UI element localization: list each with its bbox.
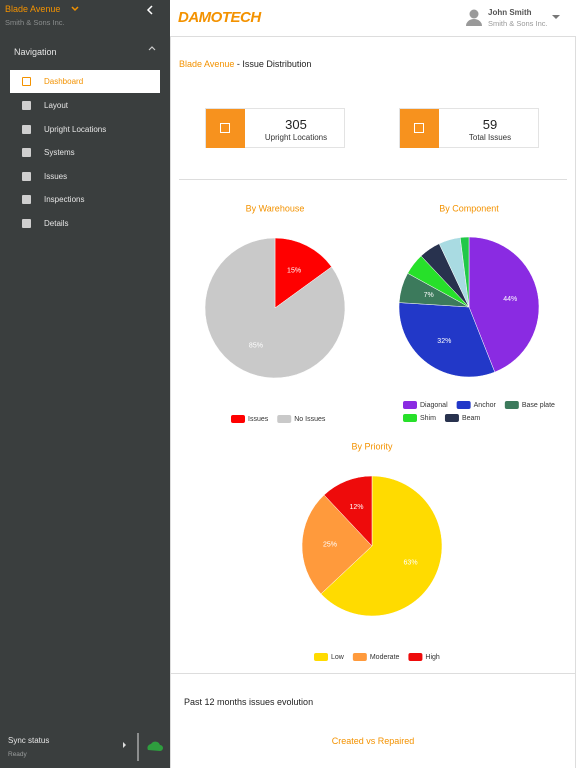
stat-label: Upright Locations bbox=[264, 133, 328, 142]
legend-swatch bbox=[231, 415, 245, 423]
legend-swatch bbox=[277, 415, 292, 423]
slice-label: 25% bbox=[323, 542, 337, 549]
logo: DAMOTECH bbox=[178, 9, 261, 26]
user-name[interactable]: John Smith bbox=[488, 8, 532, 17]
nav-collapse[interactable] bbox=[148, 45, 156, 51]
nav-label: Inspections bbox=[44, 195, 85, 204]
nav-label: Dashboard bbox=[44, 77, 84, 86]
site-dropdown-icon[interactable] bbox=[71, 5, 79, 13]
legend-label: High bbox=[425, 654, 440, 661]
page-site: Blade Avenue bbox=[179, 59, 235, 69]
stat-icon bbox=[206, 109, 245, 148]
pie-slice bbox=[468, 236, 540, 373]
collapse-button[interactable] bbox=[146, 5, 154, 15]
chart-title: By Priority bbox=[351, 441, 393, 451]
legend-label: Diagonal bbox=[420, 402, 448, 409]
header: DAMOTECH John Smith Smith & Sons Inc. bbox=[170, 0, 576, 37]
legend-swatch bbox=[403, 401, 417, 409]
pie-slice bbox=[301, 494, 373, 595]
user-avatar[interactable] bbox=[465, 8, 483, 26]
sync-controls[interactable] bbox=[122, 733, 168, 763]
nav-icon bbox=[22, 219, 31, 228]
chart-title: By Warehouse bbox=[246, 203, 305, 213]
nav-icon bbox=[22, 195, 31, 204]
slice-label: 85% bbox=[249, 342, 263, 349]
legend-label: Anchor bbox=[474, 402, 497, 409]
nav-label: Layout bbox=[44, 101, 69, 110]
stat-icon bbox=[400, 109, 439, 148]
slice-label: 12% bbox=[350, 504, 364, 511]
company-name: Smith & Sons Inc. bbox=[5, 18, 65, 27]
sync-label: Sync status bbox=[8, 736, 50, 745]
legend-swatch bbox=[352, 653, 367, 661]
nav-item[interactable]: Dashboard bbox=[10, 70, 160, 93]
site-selector[interactable]: Blade Avenue bbox=[5, 4, 61, 14]
legend-label: Low bbox=[331, 654, 345, 661]
page-title: - Issue Distribution bbox=[236, 59, 312, 69]
pie-slice bbox=[459, 236, 470, 308]
nav-icon bbox=[22, 101, 31, 110]
legend-label: Issues bbox=[248, 416, 269, 423]
slice-label: 7% bbox=[424, 292, 434, 299]
stat-label: Total Issues bbox=[468, 133, 512, 142]
sync-state: Ready bbox=[8, 751, 27, 758]
nav-item[interactable]: Issues bbox=[10, 165, 160, 188]
legend-label: No Issues bbox=[294, 416, 326, 423]
main-content: Blade Avenue - Issue Distribution 305 Up… bbox=[170, 37, 576, 768]
nav-item[interactable]: Systems bbox=[10, 141, 160, 164]
nav-item[interactable]: Inspections bbox=[10, 188, 160, 211]
nav-label: Issues bbox=[44, 172, 68, 181]
nav-icon bbox=[22, 172, 31, 181]
stat-card: 59 Total Issues bbox=[399, 108, 539, 148]
legend-swatch bbox=[408, 653, 423, 661]
pie-slice bbox=[398, 302, 496, 378]
pie-slice bbox=[323, 475, 373, 547]
user-company: Smith & Sons Inc. bbox=[488, 19, 548, 28]
nav-item[interactable]: Layout bbox=[10, 94, 160, 117]
legend-label: Moderate bbox=[370, 654, 400, 661]
legend-swatch bbox=[456, 401, 471, 409]
divider bbox=[179, 179, 567, 180]
legend-swatch bbox=[403, 414, 417, 422]
pie-slice bbox=[204, 237, 346, 379]
slice-label: 15% bbox=[287, 267, 301, 274]
nav-icon bbox=[22, 125, 31, 134]
page-heading: Blade Avenue - Issue Distribution bbox=[179, 59, 311, 69]
nav-item[interactable]: Details bbox=[10, 212, 160, 235]
stat-value: 59 bbox=[482, 117, 498, 132]
divider bbox=[171, 673, 575, 674]
chart-title: By Component bbox=[439, 203, 499, 213]
nav-title: Navigation bbox=[14, 47, 57, 57]
stat-value: 305 bbox=[285, 117, 307, 132]
legend-label: Base plate bbox=[522, 402, 555, 409]
legend-swatch bbox=[504, 401, 519, 409]
user-menu[interactable] bbox=[551, 14, 561, 20]
legend-swatch bbox=[444, 414, 459, 422]
sidebar: Blade Avenue Smith & Sons Inc. Navigatio… bbox=[0, 0, 170, 768]
slice-label: 44% bbox=[503, 296, 517, 303]
legend-label: Beam bbox=[462, 415, 480, 422]
stat-card: 305 Upright Locations bbox=[205, 108, 345, 148]
legend-swatch bbox=[314, 653, 328, 661]
slice-label: 63% bbox=[404, 560, 418, 567]
nav-item[interactable]: Upright Locations bbox=[10, 118, 160, 141]
nav-label: Upright Locations bbox=[44, 125, 107, 134]
section-title: Past 12 months issues evolution bbox=[184, 697, 314, 707]
nav-label: Details bbox=[44, 219, 69, 228]
nav-label: Systems bbox=[44, 148, 75, 157]
pie-slice bbox=[320, 475, 443, 617]
nav-icon bbox=[22, 77, 31, 86]
legend-label: Shim bbox=[420, 415, 436, 422]
pie-slice bbox=[274, 237, 332, 309]
nav-icon bbox=[22, 148, 31, 157]
chart-title: Created vs Repaired bbox=[331, 736, 415, 746]
slice-label: 32% bbox=[437, 338, 451, 345]
